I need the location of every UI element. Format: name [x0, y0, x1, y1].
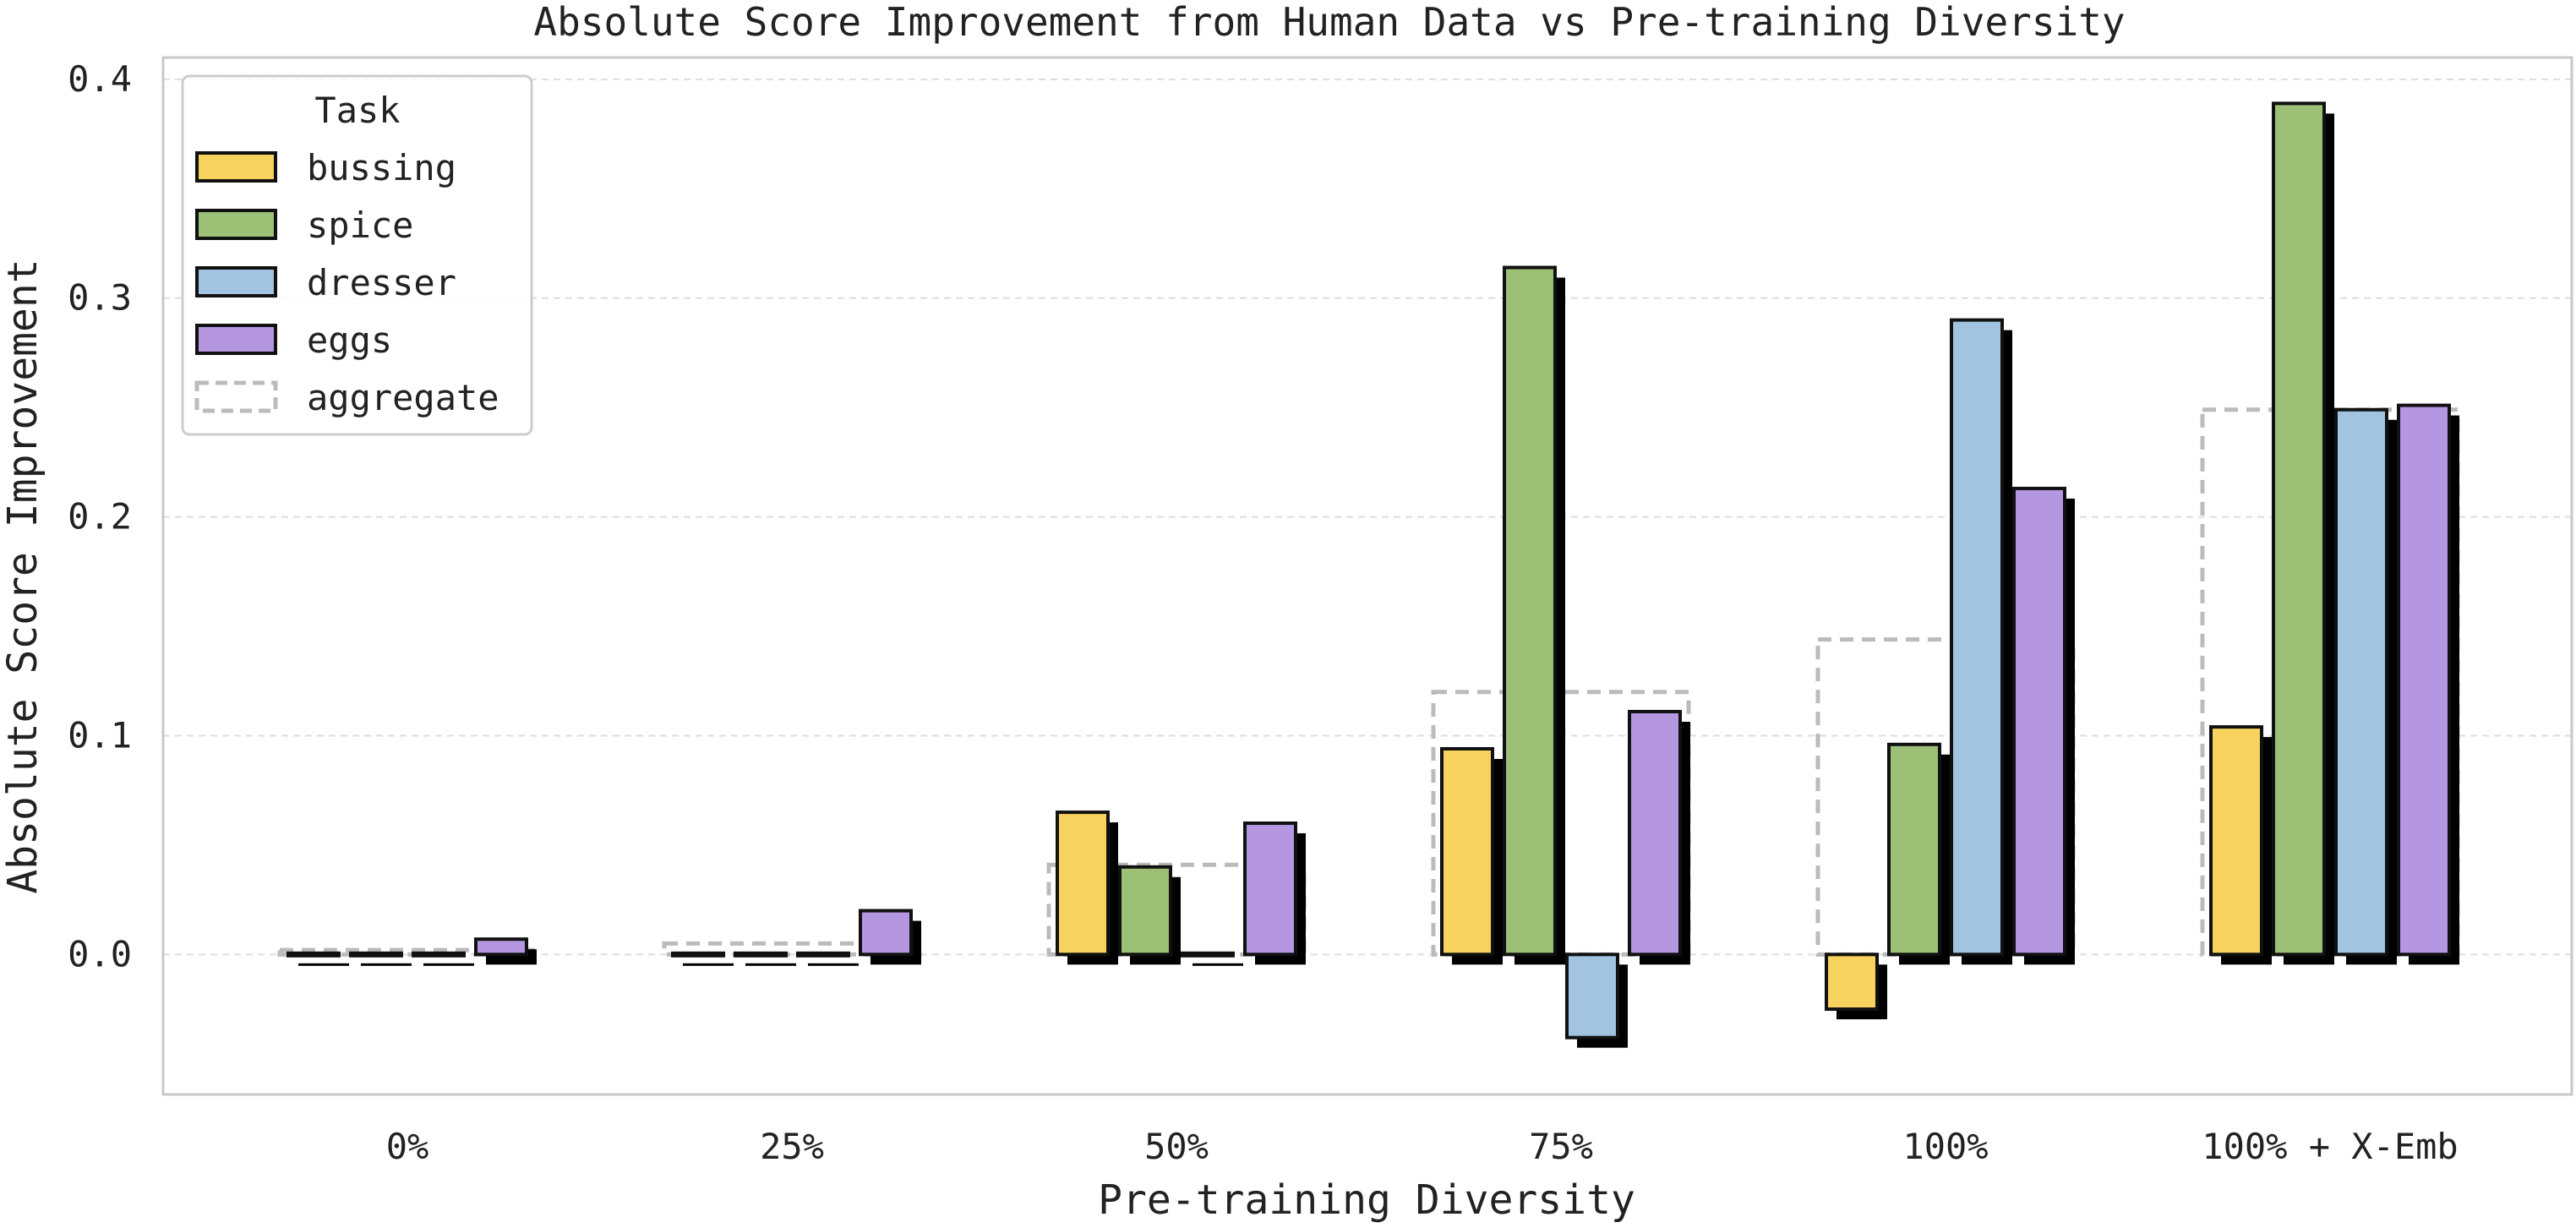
plot-frame [161, 56, 2573, 1096]
aggregate-outline [277, 947, 538, 957]
legend: Task bussing spice dresser eggs aggregate [181, 74, 533, 436]
bar-dresser [1950, 318, 2004, 957]
bar-eggs [859, 909, 913, 957]
y-tick-label: 0.2 [68, 496, 132, 538]
bars [287, 101, 2451, 1040]
x-tick-label: 75% [1529, 1126, 1593, 1167]
bar-eggs [2397, 403, 2451, 957]
x-tick-labels: 0% 25% 50% 75% 100% 100% + X-Emb [386, 1126, 2459, 1167]
bar-dresser [2334, 407, 2388, 957]
legend-items: bussing spice dresser eggs aggregate [194, 147, 499, 418]
x-axis-label: Pre-training Diversity [1098, 1176, 1635, 1224]
legend-title: Task [314, 90, 400, 131]
bar-bussing [1825, 952, 1879, 1012]
bar-dresser [1565, 952, 1619, 1040]
x-tick-label: 50% [1144, 1126, 1209, 1167]
bar-spice [349, 951, 403, 958]
bar-eggs [474, 937, 528, 957]
bar-bussing [2209, 725, 2263, 957]
legend-label: bussing [307, 147, 456, 188]
legend-label: spice [307, 205, 413, 246]
bar-spice [734, 951, 788, 958]
legend-swatch [195, 209, 277, 240]
bar-bussing [1440, 747, 1494, 957]
x-tick-label: 25% [760, 1126, 824, 1167]
bar-shadow [298, 963, 349, 966]
legend-label: eggs [307, 319, 392, 361]
bar-shadow [423, 963, 474, 966]
legend-label: aggregate [307, 377, 499, 418]
legend-swatch [195, 266, 277, 297]
bar-bussing [671, 951, 725, 958]
legend-swatch [195, 151, 277, 183]
bar-shadows [298, 113, 2459, 1048]
bar-eggs [2012, 486, 2066, 957]
bar-bussing [287, 951, 341, 958]
bar-shadow [683, 963, 734, 966]
bar-dresser [1181, 951, 1235, 958]
bar-dresser [796, 951, 850, 958]
bar-eggs [1628, 709, 1682, 957]
bar-bussing [1056, 810, 1110, 957]
bar-spice [1503, 265, 1557, 957]
y-tick-label: 0.0 [68, 933, 132, 974]
legend-swatch [195, 324, 277, 355]
x-tick-label: 0% [386, 1126, 429, 1167]
chart-title: Absolute Score Improvement from Human Da… [533, 0, 2125, 45]
bar-shadow [808, 963, 859, 966]
y-axis-label: Absolute Score Improvement [0, 259, 46, 893]
bar-shadow [745, 963, 796, 966]
legend-label: dresser [307, 262, 456, 303]
y-tick-label: 0.3 [68, 277, 132, 319]
bar-spice [1118, 865, 1172, 957]
bar-spice [2272, 101, 2326, 957]
aggregate-outlines [277, 407, 2460, 957]
bar-spice [1887, 742, 1941, 957]
y-tick-label: 0.1 [68, 714, 132, 756]
bar-shadow [1192, 963, 1243, 966]
y-tick-labels: 0.0 0.1 0.2 0.3 0.4 [68, 58, 132, 974]
legend-swatch [194, 380, 278, 413]
x-tick-label: 100% + X-Emb [2202, 1126, 2458, 1167]
bar-eggs [1243, 821, 1297, 957]
x-tick-label: 100% [1902, 1126, 1988, 1167]
y-tick-label: 0.4 [68, 58, 132, 100]
bar-shadow [361, 963, 412, 966]
bar-dresser [412, 951, 466, 958]
